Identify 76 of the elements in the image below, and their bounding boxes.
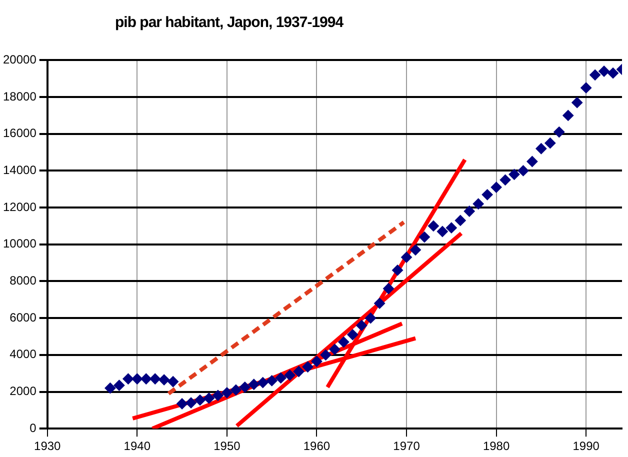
point [428,220,439,232]
point [320,349,332,360]
point [500,174,511,186]
point [186,397,197,408]
y-tick-label: 6000 [10,310,37,324]
point [482,189,493,200]
point [239,382,250,393]
point [464,206,475,217]
point [248,378,260,390]
y-tick-label: 14000 [2,163,37,178]
point [293,366,304,377]
point [203,392,214,404]
point [230,384,242,396]
point [140,373,152,384]
x-tick-label: 1950 [214,439,241,454]
point [347,329,358,340]
point [329,344,340,355]
chart-title: pib par habitant, Japon, 1937-1994 [115,14,344,31]
x-tick-label: 1940 [124,439,151,454]
point [176,398,188,410]
point [104,382,116,394]
point [518,165,529,176]
y-tick-label: 12000 [2,200,37,214]
point [194,394,206,406]
point [132,373,143,384]
x-tick-label: 1930 [34,439,62,454]
point [392,264,404,276]
y-tick-label: 20000 [2,52,37,67]
x-tick-label: 1960 [303,439,330,454]
y-tick-label: 8000 [10,274,37,288]
point [580,82,592,94]
point [608,68,619,79]
point [590,69,601,80]
point [544,138,556,149]
point [374,298,386,309]
point [436,226,448,238]
x-tick-label: 1970 [393,439,420,454]
point [454,214,466,226]
point [168,376,179,388]
point [150,373,161,384]
point [472,198,484,210]
point [338,336,350,348]
y-tick-label: 2000 [10,384,37,398]
point [383,283,394,294]
point [365,312,376,324]
point [490,182,502,193]
point [508,168,520,180]
point [446,222,457,234]
point [158,374,170,386]
point [562,110,574,121]
y-tick-label: 16000 [2,126,37,140]
point [598,66,610,77]
y-tick-label: 10000 [2,236,37,251]
point [114,380,125,391]
y-tick-label: 0 [30,420,37,435]
point [572,97,583,108]
point [311,356,322,367]
point [122,373,134,384]
point [401,252,412,263]
point [356,320,368,331]
x-tick-label: 1980 [482,439,510,454]
point [275,372,286,384]
point [212,390,224,401]
point [284,370,296,381]
point [536,143,547,154]
point [266,375,278,386]
point [526,156,538,168]
point [221,387,232,398]
point [257,377,268,388]
y-tick-label: 4000 [10,347,37,362]
x-tick-label: 1990 [572,439,600,454]
point [302,361,314,372]
point [410,244,421,256]
point [418,232,430,243]
point [554,126,565,138]
y-tick-label: 18000 [2,89,37,104]
